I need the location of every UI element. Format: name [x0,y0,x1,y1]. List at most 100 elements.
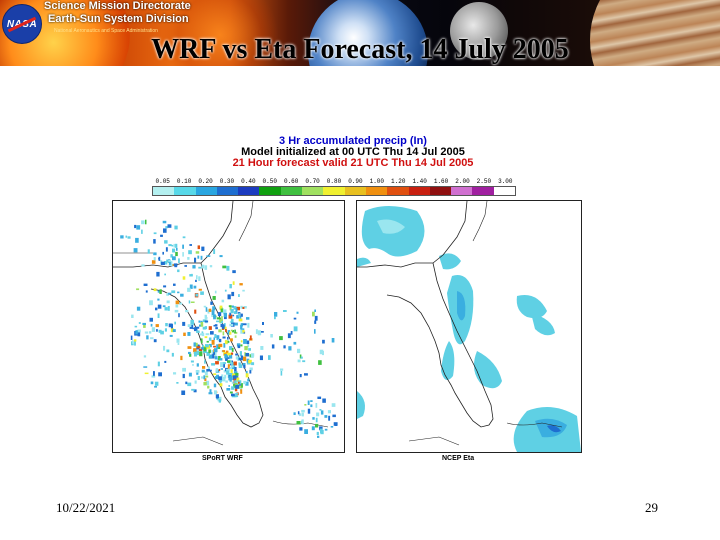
precip-cell [214,356,218,360]
page-number: 29 [645,500,658,515]
precip-cell [169,334,173,337]
precip-cell [209,389,212,394]
precip-cell [227,364,230,369]
precip-cell [199,324,202,327]
precip-cell [177,269,180,273]
precip-cell [159,289,162,294]
wrf-panel-label: SPoRT WRF [202,455,243,462]
precip-cell [217,396,222,402]
precip-cell [244,346,248,351]
precip-cell [172,256,176,261]
precip-cell [168,292,172,295]
precip-cell [163,228,167,233]
precip-cell [227,352,231,356]
precip-colorbar [152,186,516,196]
precip-cell [246,340,250,345]
precip-cell [157,298,160,301]
precip-cell [198,320,201,323]
precip-cell [208,308,212,312]
precip-cell [261,331,264,333]
precip-cell [185,381,188,385]
directorate-name: Science Mission Directorate [44,0,191,12]
precip-cell [182,276,186,280]
precip-cell [241,383,243,388]
colorbar-tick-label: 0.05 [155,178,170,185]
precip-cell [231,393,235,397]
precip-cell [322,350,324,356]
precip-cell [164,307,168,311]
colorbar-tick-label: 1.60 [433,178,449,185]
precip-cell [312,311,315,317]
precip-cell [208,354,213,359]
precip-cell [204,314,207,319]
precip-cell [147,249,150,254]
precip-cell [211,363,215,366]
precip-cell [193,348,197,353]
precip-cell [196,275,198,280]
precip-cell [211,350,214,354]
precip-cell [155,307,158,311]
precip-cell [243,339,247,344]
precip-cell [203,375,206,380]
precip-cell [182,252,184,257]
precip-cell [160,330,164,335]
precip-cell [233,361,237,366]
precip-cell [220,308,223,313]
precip-cell [240,323,243,327]
wrf-precip-map [112,200,345,453]
precip-cell [245,353,250,357]
precip-cell [235,356,239,360]
precip-cell [216,344,221,349]
precip-cell [239,315,242,319]
precip-cell [224,289,227,292]
precip-cell [162,305,166,308]
precip-cell [224,340,228,344]
precip-cell [250,353,255,357]
figure-title: 3 Hr accumulated precip (In) [279,135,427,147]
precip-cell [320,410,324,415]
precip-cell [234,367,237,372]
precip-cell [218,369,221,371]
precip-cell [301,419,304,425]
precip-cell [206,255,211,257]
precip-cell [304,429,308,434]
precip-cell [226,369,230,375]
precip-cell [204,378,207,382]
precip-cell [225,350,229,354]
precip-cell [246,358,250,363]
precip-cell [213,249,216,254]
precip-cell [212,306,216,311]
precip-cell [274,312,278,317]
colorbar-swatch [344,187,366,195]
precip-cell [175,243,178,248]
precip-cell [299,427,303,431]
precip-cell [293,341,297,345]
precip-cell [202,366,206,369]
colorbar-tick-label: 1.00 [369,178,385,185]
precip-cell [213,324,215,327]
precip-cell [154,385,157,388]
precip-cell [240,328,245,331]
precip-cell [143,324,146,328]
precip-cell [167,224,172,228]
colorbar-tick-label: 0.80 [326,178,342,185]
precip-cell [242,323,247,326]
precip-cell [244,352,246,357]
precip-cell [133,248,138,253]
precip-cell [201,376,204,379]
precip-cell [230,318,234,323]
precip-cell [157,313,160,318]
precip-cell [171,352,174,357]
precip-cell [190,301,195,303]
precip-cell [195,279,197,282]
colorbar-swatch [280,187,303,195]
precip-cell [194,351,197,357]
precip-cell [226,340,230,343]
precip-cell [138,322,141,324]
precip-cell [207,366,210,371]
precip-cell [182,244,184,249]
precip-cell [236,306,240,311]
precip-cell [202,319,207,322]
precip-cell [201,264,205,269]
precip-cell [211,314,213,317]
